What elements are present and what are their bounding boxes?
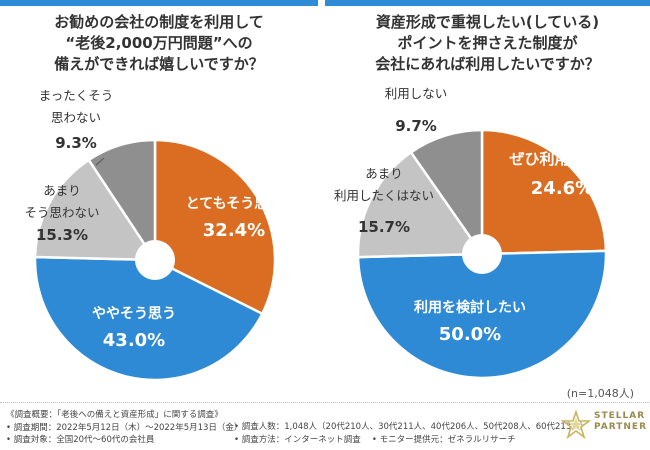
left-donut-hole [135,240,175,280]
right-slice-value-2: 50.0% [439,324,501,345]
left-slice-label-4-line-1: まったくそう [39,88,114,103]
left-title-line-2: “老後2,000万円問題”への [65,34,253,52]
footer-divider [0,402,650,403]
right-slice-value-4: 9.7% [395,117,437,135]
survey-method: • 調査方法：インターネット調査 • モニター提供元：ゼネラルリサーチ [234,434,516,445]
logo-line-1: STELLAR [594,411,646,421]
sample-size-note: (n=1,048人) [566,387,634,400]
left-slice-4 [87,138,157,265]
right-title-line-2: ポイントを押さえた制度が [397,34,578,52]
right-slice-label-4-line-1: 利用しない [385,86,448,101]
left-slice-1 [153,138,277,316]
left-leader-line-1 [95,157,105,166]
left-slice-label-3-line-1: あまり [43,183,81,198]
right-chart-title: 資産形成で重視したい(している) ポイントを押さえた制度が 会社にあれば利用した… [325,12,650,75]
left-slice-label-1: とてもそう思う [186,196,283,212]
right-donut-hole [462,234,502,274]
stellar-partner-logo-icon [560,410,592,440]
left-slice-value-2: 43.0% [103,330,165,351]
left-slice-value-1: 32.4% [203,220,265,241]
left-title-line-3: 備えができれば嬉しいですか？ [54,55,264,73]
right-slice-label-3-line-2: 利用したくはない [334,188,434,203]
right-slice-label-3-line-1: あまり [365,166,403,181]
survey-summary: 《調査概要：「老後への備えと資産形成」に関する調査》 • 調査期間：2022年5… [6,409,242,447]
survey-details: • 調査人数：1,048人（20代210人、30代211人、40代206人、50… [234,421,588,446]
left-title-bar [0,0,318,6]
right-slice-4 [409,128,484,258]
left-slice-value-3: 15.3% [36,226,88,244]
left-title-line-1: お勧めの会社の制度を利用して [54,13,264,31]
left-slice-value-4: 9.3% [55,134,97,152]
right-slice-value-3: 15.7% [358,218,410,236]
survey-target: • 調査対象：全国20代〜60代の会社員 [6,435,155,445]
left-slice-3 [33,158,158,262]
right-title-line-3: 会社にあれば利用したいですか？ [375,55,600,73]
right-slice-value-1: 24.6% [531,178,593,199]
right-title-bar [325,0,650,6]
right-slice-2 [356,249,608,380]
left-slice-label-2: ややそう思う [92,306,176,322]
left-slice-label-3-line-2: そう思わない [24,205,99,220]
logo-line-2: PARTNER [594,422,648,432]
right-slice-label-1: ぜひ利用したい [509,150,614,168]
right-slice-3 [356,150,485,259]
left-slice-2 [33,255,264,382]
right-slice-1 [480,128,608,256]
survey-summary-heading: 《調査概要：「老後への備えと資産形成」に関する調査》 [6,410,223,420]
logo-wordmark: STELLAR PARTNER [594,411,647,433]
left-chart-title: お勧めの会社の制度を利用して “老後2,000万円問題”への 備えができれば嬉し… [0,12,318,75]
right-slice-label-2: 利用を検討したい [414,299,526,316]
left-slice-label-4-line-2: 思わない [51,110,101,125]
right-title-line-1: 資産形成で重視したい(している) [375,13,600,31]
survey-sample: • 調査人数：1,048人（20代210人、30代211人、40代206人、50… [234,422,589,432]
survey-period: • 調査期間：2022年5月12日（木）〜2022年5月13日（金） [6,422,243,433]
